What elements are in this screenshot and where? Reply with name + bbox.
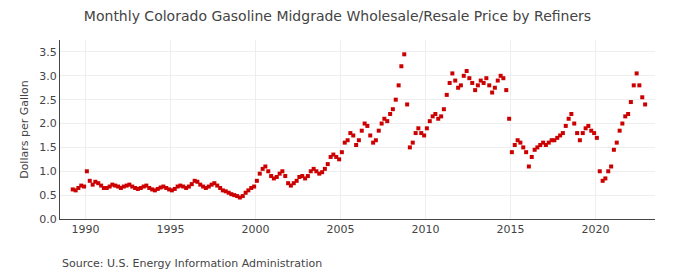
svg-text:0.5: 0.5 xyxy=(39,189,57,202)
svg-text:3.0: 3.0 xyxy=(39,70,57,83)
svg-text:2.5: 2.5 xyxy=(39,94,57,107)
svg-text:2.0: 2.0 xyxy=(39,117,57,130)
svg-text:1990: 1990 xyxy=(72,223,100,236)
svg-text:Monthly Colorado Gasoline Midg: Monthly Colorado Gasoline Midgrade Whole… xyxy=(84,8,591,24)
svg-text:1.5: 1.5 xyxy=(39,141,57,154)
svg-text:Dollars per Gallon: Dollars per Gallon xyxy=(18,80,31,179)
svg-text:1995: 1995 xyxy=(157,223,185,236)
svg-text:2020: 2020 xyxy=(582,223,610,236)
svg-text:0.0: 0.0 xyxy=(39,213,57,226)
svg-text:2000: 2000 xyxy=(242,223,270,236)
svg-text:2010: 2010 xyxy=(412,223,440,236)
svg-text:3.5: 3.5 xyxy=(39,46,57,59)
svg-text:2005: 2005 xyxy=(327,223,355,236)
svg-text:Source: U.S. Energy Informatio: Source: U.S. Energy Information Administ… xyxy=(62,257,322,270)
svg-text:2015: 2015 xyxy=(497,223,525,236)
svg-text:1.0: 1.0 xyxy=(39,165,57,178)
